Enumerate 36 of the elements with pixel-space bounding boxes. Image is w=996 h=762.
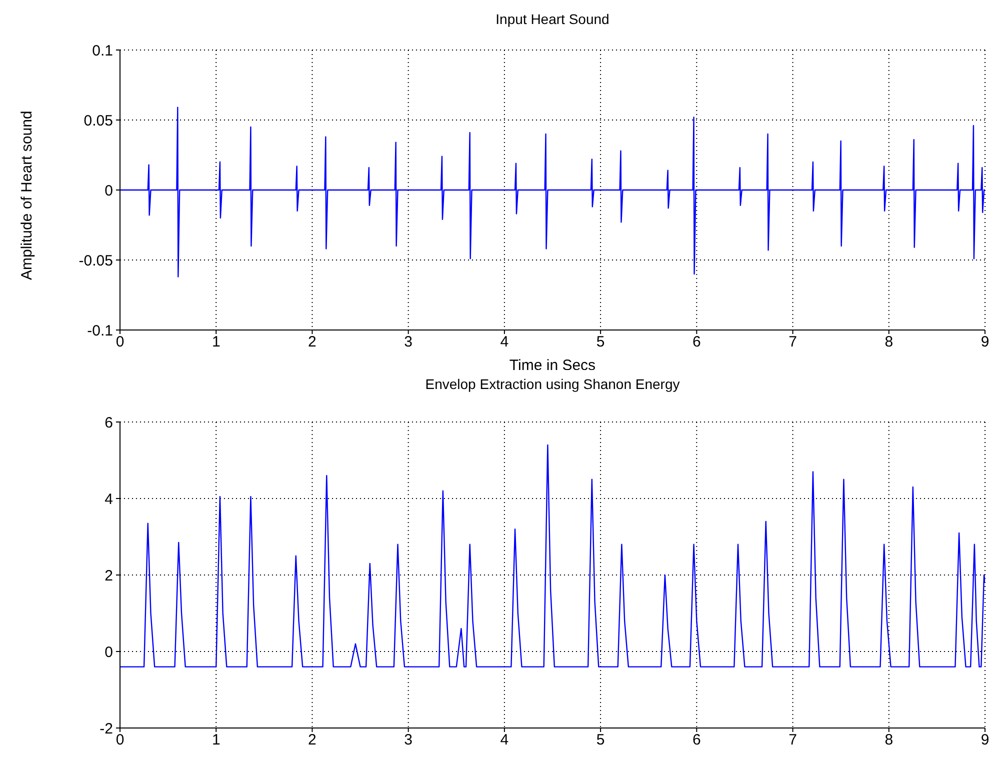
x-tick-label: 1 xyxy=(212,334,220,351)
y-axis-title: Amplitude of Heart sound xyxy=(18,110,36,280)
y-tick-label: -0.1 xyxy=(87,322,113,340)
x-tick-label: 3 xyxy=(404,732,413,749)
x-tick-label: 0 xyxy=(116,334,124,351)
x-tick-label: 0 xyxy=(116,732,124,749)
x-tick-label: 9 xyxy=(980,732,990,749)
x-tick-label: 4 xyxy=(500,732,509,749)
x-tick-label: 4 xyxy=(500,334,509,351)
y-tick-label: 0 xyxy=(104,182,113,200)
x-tick-label: 3 xyxy=(404,334,413,351)
x-tick-label: 2 xyxy=(308,732,316,749)
x-tick-label: 9 xyxy=(980,334,990,351)
x-tick-label: 6 xyxy=(692,334,701,351)
chart-title: Input Heart Sound xyxy=(494,10,610,29)
line-series xyxy=(120,444,985,668)
y-tick-label: -0.05 xyxy=(78,252,113,270)
x-tick-label: 8 xyxy=(884,732,894,749)
y-tick-label: -2 xyxy=(100,720,113,738)
y-tick-label: 0.05 xyxy=(84,112,113,130)
x-tick-label: 8 xyxy=(884,334,894,351)
line-series xyxy=(120,106,985,278)
x-tick-label: 1 xyxy=(212,732,220,749)
y-tick-label: 4 xyxy=(104,490,113,508)
y-tick-label: 0 xyxy=(104,644,113,661)
y-tick-label: 2 xyxy=(104,567,113,584)
x-tick-label: 7 xyxy=(788,732,797,749)
x-tick-label: 2 xyxy=(308,334,316,351)
x-tick-label: 7 xyxy=(788,334,797,351)
chart-title: Envelop Extraction using Shanon Energy xyxy=(425,376,680,392)
x-tick-label: 5 xyxy=(596,732,605,749)
x-tick-label: 5 xyxy=(596,334,605,351)
x-axis-title: Time in Secs xyxy=(509,357,596,374)
x-tick-label: 6 xyxy=(692,732,701,749)
y-tick-label: 6 xyxy=(104,414,113,432)
y-tick-label: 0.1 xyxy=(92,42,113,60)
